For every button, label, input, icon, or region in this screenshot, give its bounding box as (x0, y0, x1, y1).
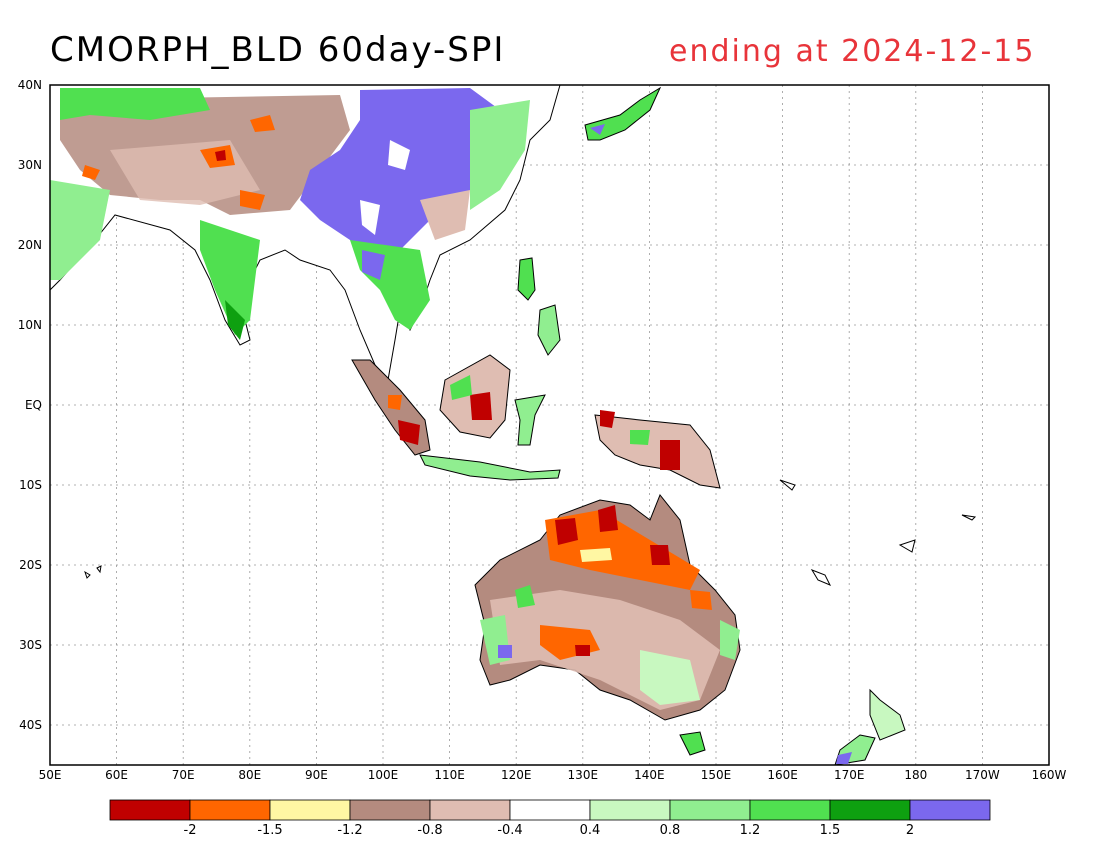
longitude-label: 170W (965, 768, 1000, 782)
land-regions (50, 85, 977, 765)
colorbar-label: 0.8 (659, 823, 681, 838)
longitude-label: 120E (500, 768, 532, 782)
colorbar-label: -0.4 (497, 823, 523, 838)
longitude-label: 80E (238, 768, 262, 782)
colorbar-label: 1.2 (739, 823, 761, 838)
longitude-label: 90E (304, 768, 328, 782)
latitude-label: 30S (19, 638, 42, 652)
colorbar-label: 0.4 (579, 823, 601, 838)
longitude-label: 110E (434, 768, 465, 782)
longitude-label: 160E (767, 768, 798, 782)
latitude-label: 10S (19, 478, 42, 492)
longitude-label: 180 (904, 768, 928, 782)
map-frame (49, 84, 1050, 766)
colorbar-label: 1.5 (819, 823, 841, 838)
longitude-label: 140E (634, 768, 665, 782)
latitude-label: 40S (19, 718, 42, 732)
longitude-label: 130E (567, 768, 599, 782)
latitude-label: 10N (17, 318, 42, 332)
longitude-label: 60E (105, 768, 129, 782)
colorbar-label: -1.2 (337, 823, 363, 838)
longitude-label: 70E (171, 768, 195, 782)
latitude-label: 40N (17, 78, 42, 92)
colorbar-label: -2 (183, 823, 197, 838)
colorbar-label: -0.8 (417, 823, 443, 838)
ending-date: ending at 2024-12-15 (669, 34, 1036, 69)
latitude-label: EQ (24, 398, 42, 412)
longitude-label: 50E (38, 768, 62, 782)
longitude-label: 100E (367, 768, 399, 782)
latitude-label: 20S (19, 558, 42, 572)
map-title: CMORPH_BLD 60day-SPI (50, 30, 506, 70)
longitude-label: 160W (1031, 768, 1067, 782)
colorbar-label: 2 (905, 823, 915, 838)
longitude-label: 170E (833, 768, 865, 782)
latitude-label: 20N (17, 238, 42, 252)
colorbar-label: -1.5 (257, 823, 283, 838)
longitude-label: 150E (700, 768, 732, 782)
latitude-label: 30N (17, 158, 42, 172)
